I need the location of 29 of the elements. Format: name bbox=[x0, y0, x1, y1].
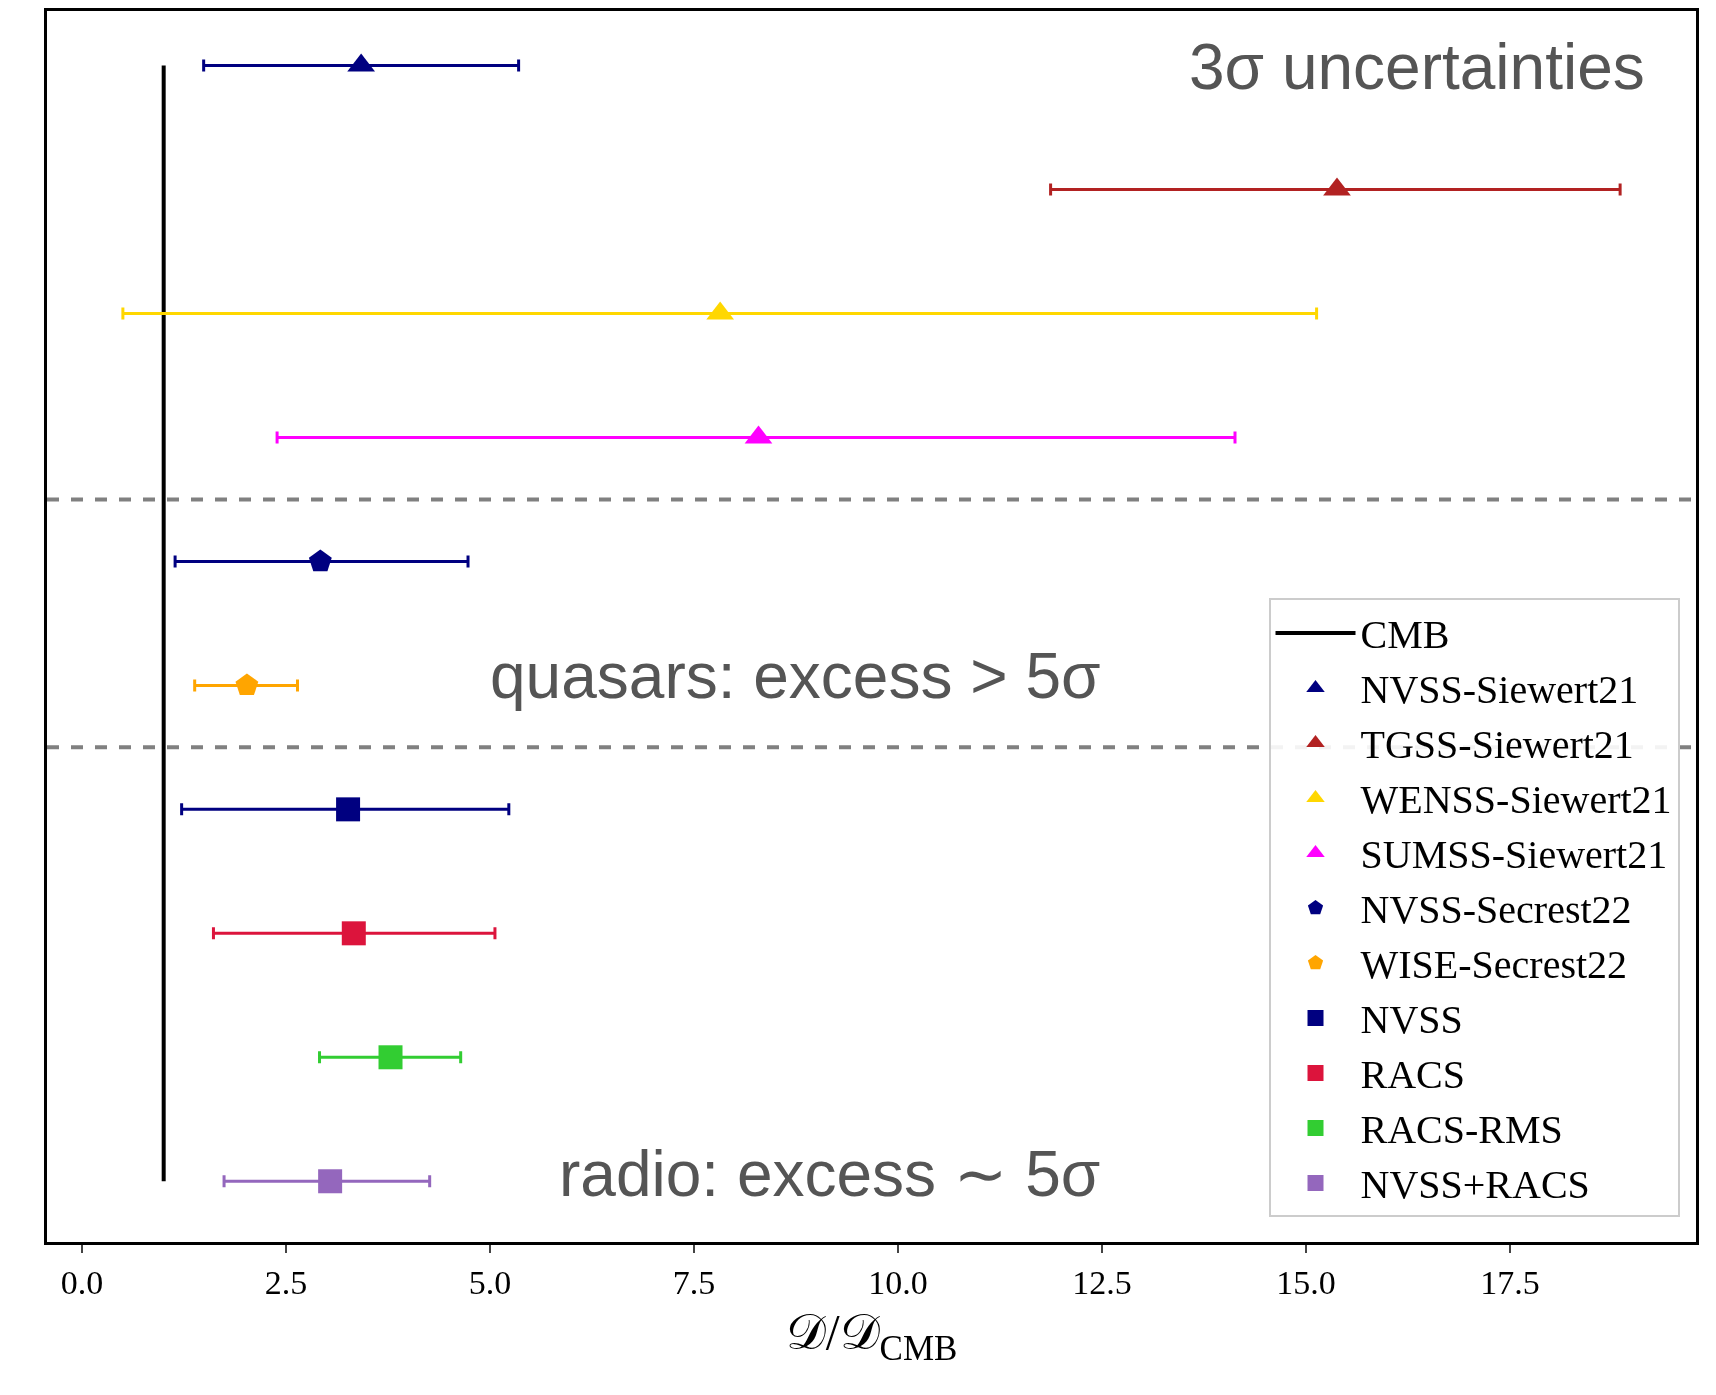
x-tick-label: 0.0 bbox=[60, 1263, 104, 1301]
legend-label: NVSS-Secrest22 bbox=[1360, 887, 1632, 933]
x-axis-title: 𝒟/𝒟$_{CMB}$ bbox=[785, 1304, 958, 1368]
legend-label: WENSS-Siewert21 bbox=[1360, 777, 1672, 823]
annotation: radio: excess ∼ 5σ bbox=[559, 1138, 1101, 1210]
legend-label: RACS bbox=[1360, 1052, 1466, 1098]
annotation: quasars: excess > 5σ bbox=[490, 640, 1101, 712]
legend-label: CMB bbox=[1360, 612, 1450, 658]
x-tick-label: 12.5 bbox=[1072, 1263, 1132, 1301]
point bbox=[308, 549, 332, 572]
legend-label: NVSS-Siewert21 bbox=[1360, 667, 1639, 713]
annotation: 3σ uncertainties bbox=[1189, 31, 1645, 103]
point bbox=[235, 673, 259, 696]
legend-label: TGSS-Siewert21 bbox=[1360, 722, 1634, 768]
point bbox=[378, 1045, 403, 1070]
legend-label: WISE-Secrest22 bbox=[1360, 942, 1628, 988]
x-tick-label: 5.0 bbox=[468, 1263, 512, 1301]
x-tick-label: 10.0 bbox=[868, 1263, 928, 1301]
point bbox=[318, 1169, 343, 1194]
point bbox=[341, 921, 366, 946]
x-tick-label: 2.5 bbox=[264, 1263, 308, 1301]
legend-label: NVSS+RACS bbox=[1360, 1162, 1590, 1208]
point bbox=[336, 797, 361, 822]
x-tick-label: 15.0 bbox=[1276, 1263, 1336, 1301]
x-tick-label: 7.5 bbox=[672, 1263, 716, 1301]
legend-label: NVSS bbox=[1360, 997, 1463, 1043]
x-tick-label: 17.5 bbox=[1480, 1263, 1540, 1301]
legend-label: RACS-RMS bbox=[1360, 1107, 1563, 1153]
legend-label: SUMSS-Siewert21 bbox=[1360, 832, 1668, 878]
